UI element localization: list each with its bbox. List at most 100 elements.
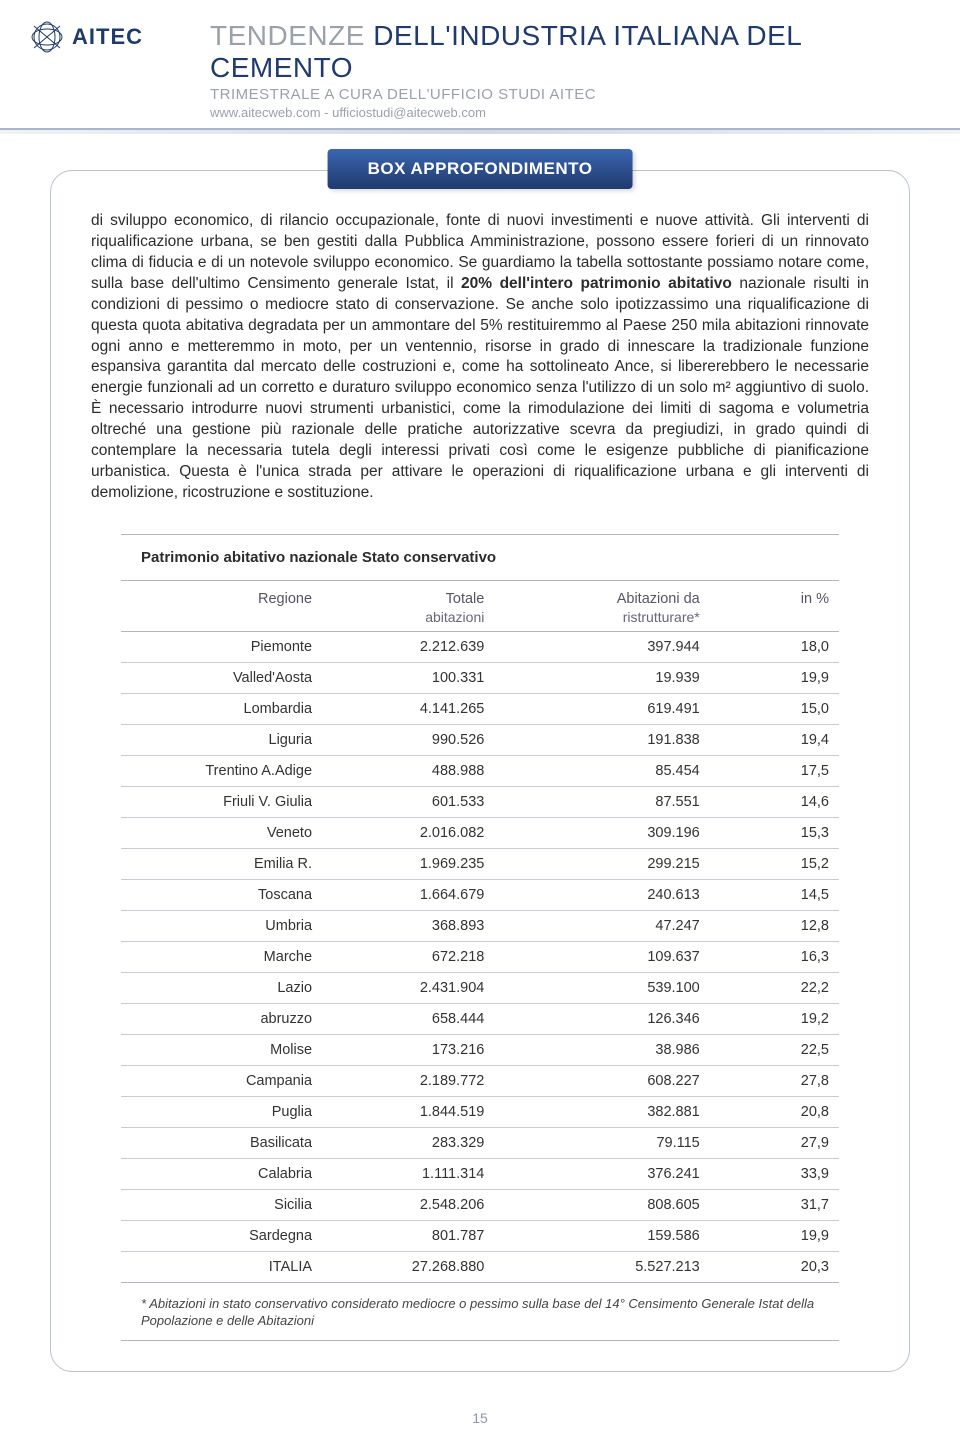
table-cell: 79.115 <box>494 1127 709 1158</box>
table-cell: 14,5 <box>710 879 839 910</box>
table-cell: 2.548.206 <box>322 1189 494 1220</box>
table-title: Patrimonio abitativo nazionale Stato con… <box>121 535 839 581</box>
table-cell: Campania <box>121 1065 322 1096</box>
table-row: Lombardia4.141.265619.49115,0 <box>121 693 839 724</box>
table-cell: Umbria <box>121 910 322 941</box>
table-footnote: * Abitazioni in stato conservativo consi… <box>121 1283 839 1341</box>
table-cell: 658.444 <box>322 1003 494 1034</box>
table-row: Friuli V. Giulia601.53387.55114,6 <box>121 786 839 817</box>
table-row: Toscana1.664.679240.61314,5 <box>121 879 839 910</box>
col-ristru: Abitazioni da ristrutturare* <box>494 581 709 632</box>
table-cell: 173.216 <box>322 1034 494 1065</box>
col-totale: Totale abitazioni <box>322 581 494 632</box>
table-cell: 27,8 <box>710 1065 839 1096</box>
col-region-label: Regione <box>258 591 312 607</box>
header-titles: TENDENZE DELL'INDUSTRIA ITALIANA DEL CEM… <box>200 20 920 120</box>
table-cell: 27,9 <box>710 1127 839 1158</box>
table-cell: 283.329 <box>322 1127 494 1158</box>
table-cell: 33,9 <box>710 1158 839 1189</box>
table-cell: 159.586 <box>494 1220 709 1251</box>
table-row: Calabria1.111.314376.24133,9 <box>121 1158 839 1189</box>
table-cell: Lazio <box>121 972 322 1003</box>
table-cell: abruzzo <box>121 1003 322 1034</box>
table-cell: Sicilia <box>121 1189 322 1220</box>
table-cell: 20,8 <box>710 1096 839 1127</box>
table-cell: 19,2 <box>710 1003 839 1034</box>
table-cell: 15,2 <box>710 848 839 879</box>
table-cell: 2.016.082 <box>322 817 494 848</box>
table-cell: 22,5 <box>710 1034 839 1065</box>
table-cell: 19,9 <box>710 662 839 693</box>
page: AITEC TENDENZE DELL'INDUSTRIA ITALIANA D… <box>0 0 960 1456</box>
table-section: Patrimonio abitativo nazionale Stato con… <box>121 534 839 1341</box>
col-ristru-sub: ristrutturare* <box>504 607 699 625</box>
table-row: Liguria990.526191.83819,4 <box>121 724 839 755</box>
table-cell: Molise <box>121 1034 322 1065</box>
col-pct-label: in % <box>801 591 829 607</box>
table-cell: 14,6 <box>710 786 839 817</box>
col-region: Regione <box>121 581 322 632</box>
table-cell: ITALIA <box>121 1251 322 1282</box>
table-cell: Basilicata <box>121 1127 322 1158</box>
table-row: Puglia1.844.519382.88120,8 <box>121 1096 839 1127</box>
table-cell: 1.664.679 <box>322 879 494 910</box>
page-number: 15 <box>0 1392 960 1456</box>
table-cell: 18,0 <box>710 631 839 662</box>
table-row: Marche672.218109.63716,3 <box>121 941 839 972</box>
table-cell: 17,5 <box>710 755 839 786</box>
col-totale-label: Totale <box>446 591 485 607</box>
table-cell: Emilia R. <box>121 848 322 879</box>
table-cell: 2.212.639 <box>322 631 494 662</box>
header: AITEC TENDENZE DELL'INDUSTRIA ITALIANA D… <box>0 0 960 130</box>
col-ristru-label: Abitazioni da <box>617 591 700 607</box>
table-cell: 397.944 <box>494 631 709 662</box>
table-cell: 191.838 <box>494 724 709 755</box>
table-cell: 15,0 <box>710 693 839 724</box>
table-row: Campania2.189.772608.22727,8 <box>121 1065 839 1096</box>
table-cell: 309.196 <box>494 817 709 848</box>
table-cell: 19,4 <box>710 724 839 755</box>
body-paragraph: di sviluppo economico, di rilancio occup… <box>91 211 869 504</box>
table-header-row: Regione Totale abitazioni Abitazioni da … <box>121 581 839 632</box>
box-label: BOX APPROFONDIMENTO <box>328 149 633 189</box>
table-cell: 1.844.519 <box>322 1096 494 1127</box>
table-cell: 1.969.235 <box>322 848 494 879</box>
table-cell: Piemonte <box>121 631 322 662</box>
table-cell: 27.268.880 <box>322 1251 494 1282</box>
table-cell: 2.431.904 <box>322 972 494 1003</box>
table-cell: Sardegna <box>121 1220 322 1251</box>
table-row: Trentino A.Adige488.98885.45417,5 <box>121 755 839 786</box>
table-row: Piemonte2.212.639397.94418,0 <box>121 631 839 662</box>
table-cell: Veneto <box>121 817 322 848</box>
col-totale-sub: abitazioni <box>332 607 484 625</box>
table-cell: 31,7 <box>710 1189 839 1220</box>
body-part-b: nazionale risulti in condizioni di pessi… <box>91 275 869 501</box>
table-cell: 488.988 <box>322 755 494 786</box>
table-cell: 240.613 <box>494 879 709 910</box>
body-bold: 20% dell'intero patrimonio abitativo <box>461 275 732 292</box>
table-cell: 4.141.265 <box>322 693 494 724</box>
table-cell: 38.986 <box>494 1034 709 1065</box>
table-cell: Liguria <box>121 724 322 755</box>
table-row: Molise173.21638.98622,5 <box>121 1034 839 1065</box>
table-cell: 672.218 <box>322 941 494 972</box>
table-cell: 990.526 <box>322 724 494 755</box>
table-cell: 2.189.772 <box>322 1065 494 1096</box>
table-cell: 85.454 <box>494 755 709 786</box>
table-row: Umbria368.89347.24712,8 <box>121 910 839 941</box>
table-row: Lazio2.431.904539.10022,2 <box>121 972 839 1003</box>
table-cell: Trentino A.Adige <box>121 755 322 786</box>
table-cell: 608.227 <box>494 1065 709 1096</box>
table-cell: 126.346 <box>494 1003 709 1034</box>
table-cell: Toscana <box>121 879 322 910</box>
table-row: abruzzo658.444126.34619,2 <box>121 1003 839 1034</box>
brand-name: AITEC <box>72 24 143 50</box>
table-cell: 808.605 <box>494 1189 709 1220</box>
table-cell: 20,3 <box>710 1251 839 1282</box>
table-row: Emilia R.1.969.235299.21515,2 <box>121 848 839 879</box>
table-cell: 19,9 <box>710 1220 839 1251</box>
table-row: Veneto2.016.082309.19615,3 <box>121 817 839 848</box>
title-prefix: TENDENZE <box>210 20 373 51</box>
brand-logo: AITEC <box>30 20 200 54</box>
table-cell: 801.787 <box>322 1220 494 1251</box>
